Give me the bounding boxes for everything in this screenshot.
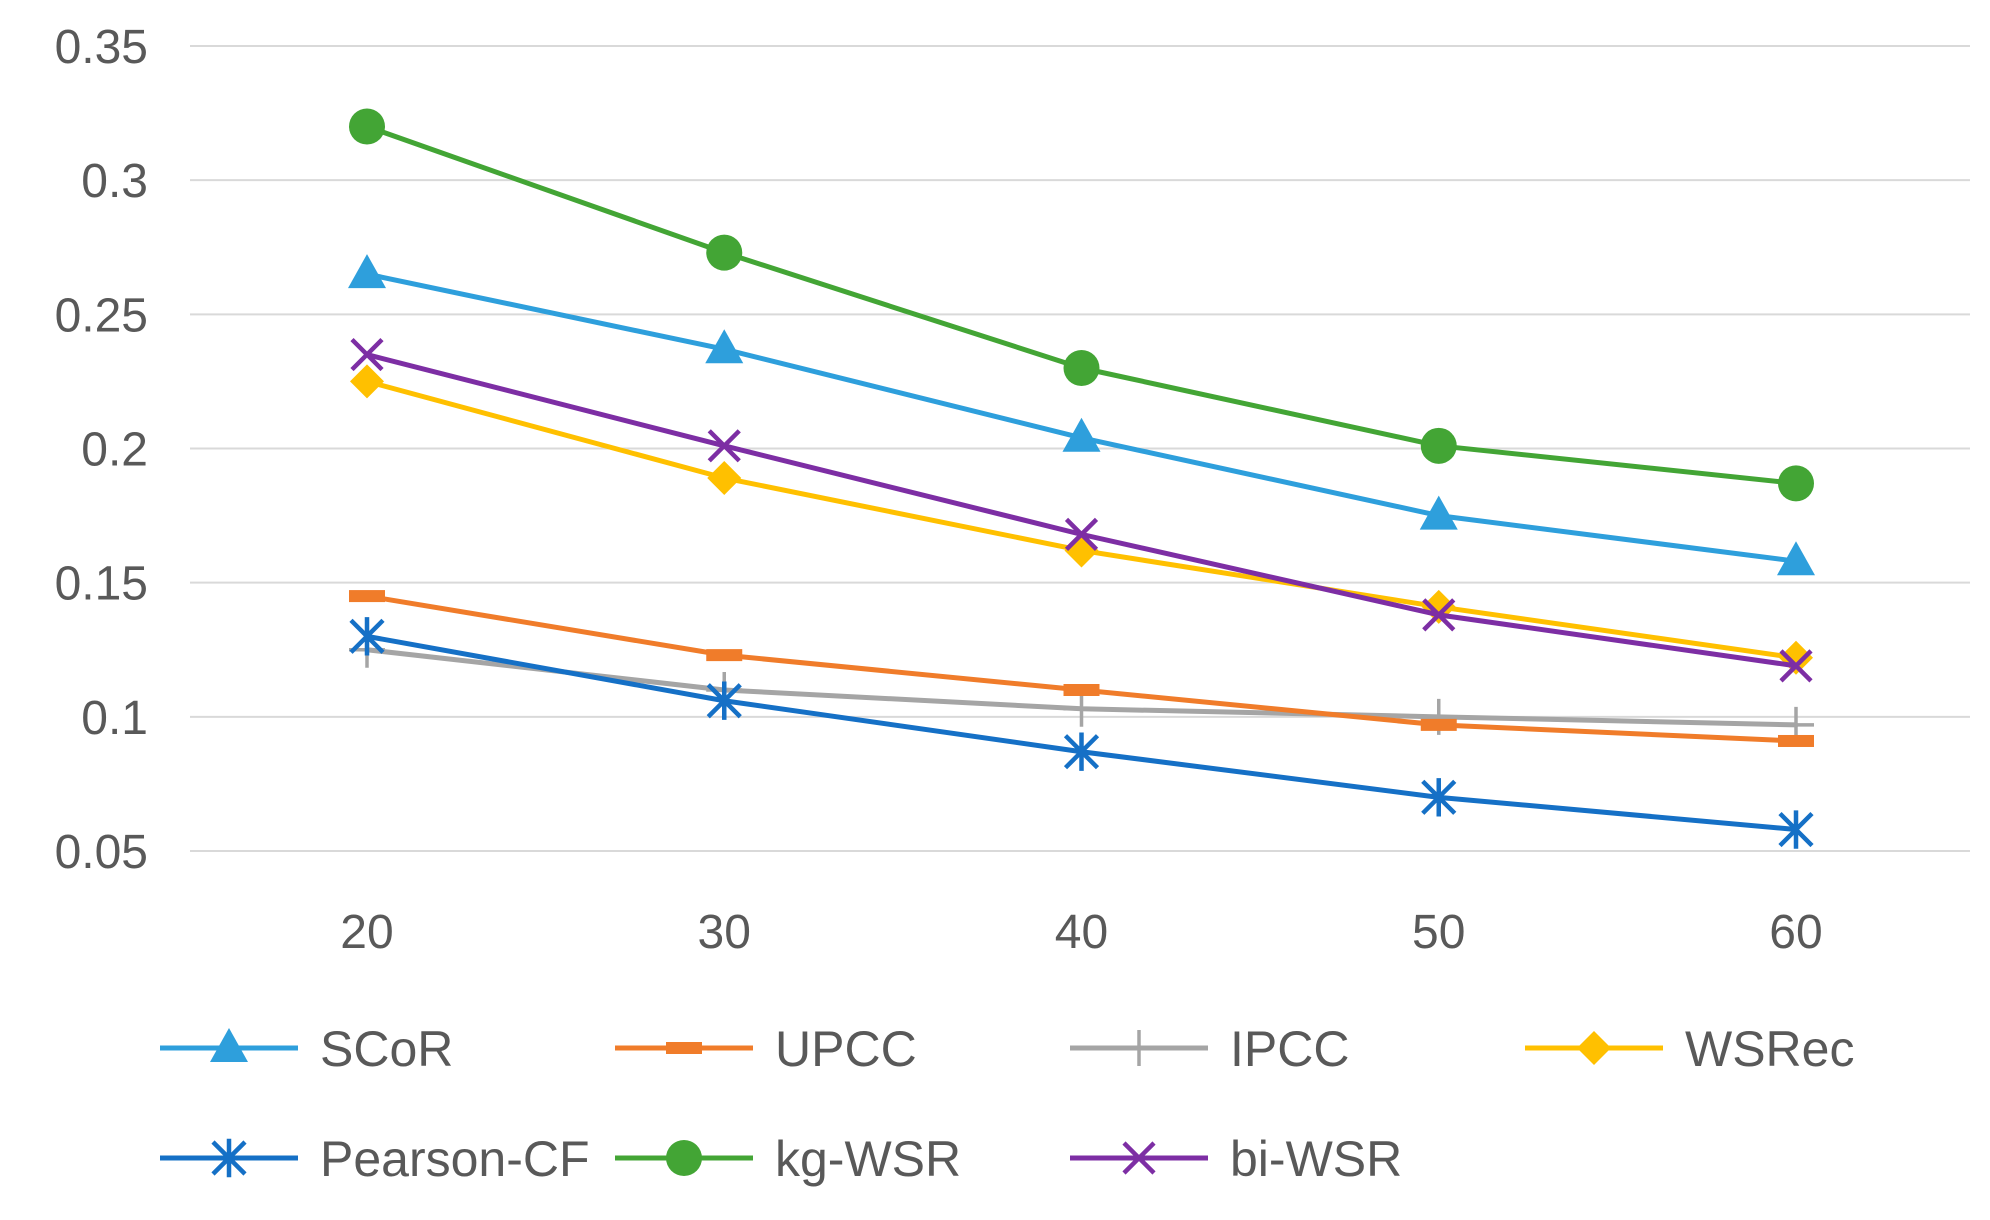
x-tick-label: 20 bbox=[340, 906, 393, 959]
legend-label: SCoR bbox=[320, 1021, 453, 1077]
y-tick-label: 0.3 bbox=[81, 155, 148, 208]
data-point-marker bbox=[707, 461, 742, 496]
data-point-marker bbox=[1063, 350, 1100, 386]
series-lines bbox=[348, 108, 1815, 849]
data-point-marker bbox=[349, 590, 385, 603]
x-tick-label: 60 bbox=[1769, 906, 1822, 959]
legend-item-ipcc: IPCC bbox=[1070, 1021, 1349, 1077]
series-bi-wsr bbox=[350, 337, 1813, 683]
data-point-marker bbox=[1777, 541, 1815, 576]
y-axis-ticks: 0.05 0.1 0.15 0.2 0.25 0.3 0.35 bbox=[55, 21, 148, 879]
data-point-marker bbox=[349, 108, 385, 145]
y-tick-label: 0.15 bbox=[55, 558, 148, 611]
y-tick-label: 0.2 bbox=[81, 424, 148, 477]
data-point-marker bbox=[1778, 810, 1814, 849]
legend-item-upcc: UPCC bbox=[615, 1021, 917, 1077]
x-tick-label: 30 bbox=[698, 906, 751, 959]
data-point-marker bbox=[1421, 778, 1457, 817]
x-axis-ticks: 20 30 40 50 60 bbox=[340, 906, 1822, 959]
data-point-marker bbox=[666, 1042, 702, 1054]
data-point-marker bbox=[349, 617, 385, 656]
data-point-marker bbox=[706, 681, 742, 720]
data-point-marker bbox=[1122, 1141, 1156, 1175]
data-point-marker bbox=[350, 364, 384, 399]
x-tick-label: 50 bbox=[1412, 906, 1465, 959]
data-point-marker bbox=[1779, 640, 1813, 675]
y-tick-label: 0.1 bbox=[81, 692, 148, 745]
data-point-marker bbox=[705, 329, 744, 364]
data-point-marker bbox=[1779, 649, 1813, 683]
data-point-marker bbox=[706, 649, 743, 662]
legend-label: UPCC bbox=[775, 1021, 917, 1077]
data-point-marker bbox=[348, 254, 386, 289]
series-kg-wsr bbox=[349, 108, 1814, 502]
legend-item-wsrec: WSRec bbox=[1525, 1021, 1854, 1077]
data-point-marker bbox=[1420, 718, 1457, 731]
data-point-marker bbox=[1064, 517, 1099, 551]
data-point-marker bbox=[706, 234, 743, 271]
y-tick-label: 0.35 bbox=[55, 21, 148, 74]
x-tick-label: 40 bbox=[1055, 906, 1108, 959]
series-line bbox=[364, 352, 1799, 669]
gridlines bbox=[190, 45, 1970, 852]
data-point-marker bbox=[1422, 598, 1456, 632]
data-point-marker bbox=[707, 429, 741, 463]
data-point-marker bbox=[1062, 417, 1101, 452]
data-point-marker bbox=[350, 337, 384, 372]
data-point-marker bbox=[211, 1138, 247, 1178]
legend-label: Pearson-CF bbox=[320, 1131, 590, 1187]
legend-item-kg-wsr: kg-WSR bbox=[615, 1131, 961, 1187]
legend-item-bi-wsr: bi-WSR bbox=[1070, 1131, 1402, 1187]
series-scor bbox=[348, 254, 1815, 576]
legend-label: WSRec bbox=[1685, 1021, 1854, 1077]
series-line bbox=[364, 271, 1799, 564]
legend: SCoR UPCC IPCC WSRec Pearson-CF kg-WSR bi-WSR bbox=[160, 1021, 1854, 1187]
series-pearson-cf bbox=[349, 617, 1814, 849]
legend-item-pearson-cf: Pearson-CF bbox=[160, 1131, 590, 1187]
legend-label: IPCC bbox=[1230, 1021, 1349, 1077]
legend-label: kg-WSR bbox=[775, 1131, 961, 1187]
series-upcc bbox=[349, 590, 1814, 747]
y-tick-label: 0.05 bbox=[55, 826, 148, 879]
data-point-marker bbox=[1778, 734, 1814, 747]
data-point-marker bbox=[1577, 1031, 1611, 1065]
legend-label: bi-WSR bbox=[1230, 1131, 1402, 1187]
legend-item-scor: SCoR bbox=[160, 1021, 453, 1077]
data-point-marker bbox=[1063, 684, 1100, 696]
data-point-marker bbox=[1419, 495, 1458, 530]
data-point-marker bbox=[1420, 427, 1457, 464]
data-point-marker bbox=[1121, 1030, 1157, 1066]
y-tick-label: 0.25 bbox=[55, 289, 148, 342]
data-point-marker bbox=[210, 1028, 248, 1062]
data-point-marker bbox=[1778, 465, 1814, 502]
data-point-marker bbox=[1063, 732, 1100, 771]
data-point-marker bbox=[666, 1140, 702, 1176]
data-point-marker bbox=[1063, 690, 1100, 727]
